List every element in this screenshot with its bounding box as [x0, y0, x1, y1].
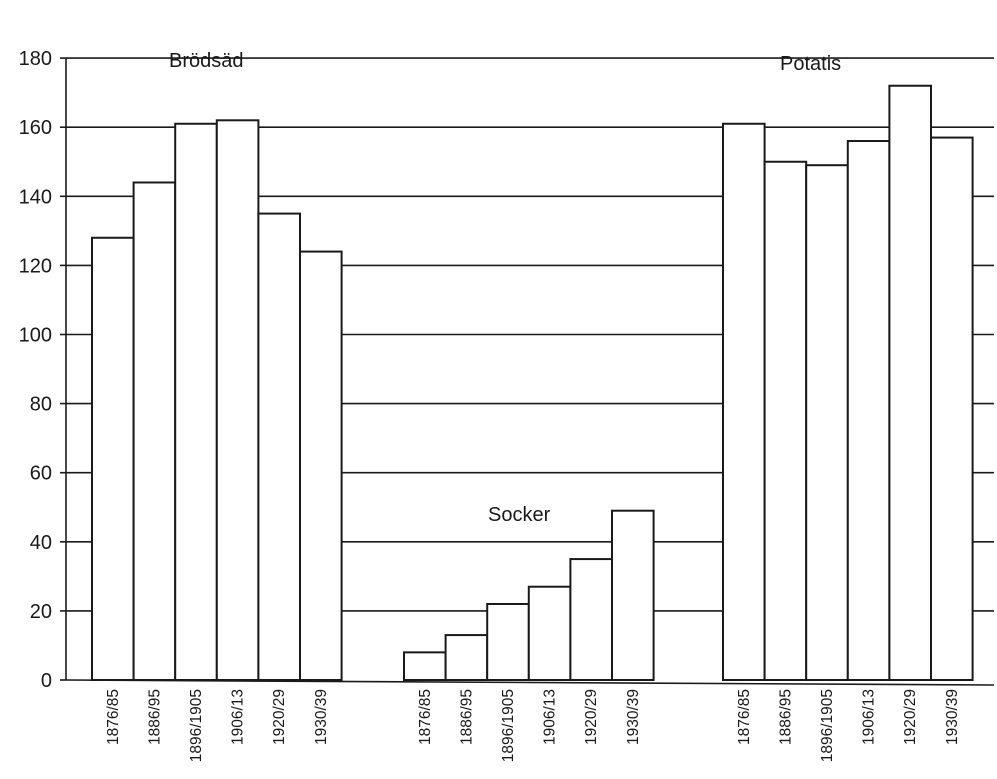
- y-tick-label-180: 180: [19, 48, 52, 70]
- category-label-1-5: 1930/39: [625, 689, 642, 745]
- bar-brdsd-0: [91, 236, 135, 681]
- bar-socker-3: [527, 585, 572, 682]
- bar-brdsd-3: [215, 119, 260, 682]
- bar-layer: [91, 84, 974, 682]
- category-label-1-1: 1886/95: [458, 689, 475, 745]
- bar-socker-5: [611, 509, 655, 681]
- x-axis: [65, 679, 995, 686]
- category-label-0-5: 1930/39: [313, 689, 330, 745]
- label-layer: 0 20 40 60 80 100 120 140 160 180 1876/85 1886/95 18…: [19, 48, 961, 762]
- bar-brdsd-4: [257, 212, 301, 681]
- bar-brdsd-2: [174, 122, 218, 682]
- category-label-0-3: 1906/13: [230, 689, 247, 745]
- category-label-2-0: 1876/85: [736, 689, 753, 745]
- bar-potatis-5: [930, 136, 974, 681]
- category-label-2-4: 1920/29: [902, 689, 919, 745]
- category-label-0-0: 1876/85: [105, 689, 122, 745]
- bar-socker-1: [444, 634, 489, 682]
- bar-socker-4: [569, 558, 614, 682]
- y-tick-label-60: 60: [30, 463, 52, 485]
- y-tick-label-20: 20: [30, 601, 52, 623]
- y-tick-label-40: 40: [30, 532, 52, 554]
- category-label-2-5: 1930/39: [944, 689, 961, 745]
- category-label-0-4: 1920/29: [271, 689, 288, 745]
- bar-potatis-2: [805, 164, 849, 681]
- y-tick-label-0: 0: [41, 670, 52, 692]
- bar-potatis-0: [722, 122, 766, 682]
- bar-brdsd-5: [299, 250, 343, 682]
- category-label-0-1: 1886/95: [146, 689, 163, 745]
- bar-potatis-4: [888, 84, 933, 682]
- group-label-2: Potatis: [780, 53, 841, 75]
- group-label-0: Brödsäd: [169, 50, 244, 72]
- category-label-1-0: 1876/85: [417, 689, 434, 745]
- category-label-2-1: 1886/95: [777, 689, 794, 745]
- group-label-1: Socker: [488, 504, 551, 526]
- bar-socker-0: [403, 651, 447, 681]
- category-label-2-3: 1906/13: [861, 689, 878, 745]
- bar-brdsd-1: [132, 181, 177, 681]
- y-tick-label-160: 160: [19, 117, 52, 139]
- bar-socker-2: [486, 602, 530, 681]
- category-label-2-2: 1896/1905: [819, 689, 836, 762]
- axis-layer: [60, 57, 995, 686]
- bar-potatis-1: [763, 160, 808, 681]
- category-label-0-2: 1896/1905: [188, 689, 205, 762]
- bar-potatis-3: [846, 140, 891, 681]
- y-tick-label-100: 100: [19, 325, 52, 347]
- category-label-1-4: 1920/29: [583, 689, 600, 745]
- y-tick-label-120: 120: [19, 255, 52, 277]
- y-tick-label-140: 140: [19, 186, 52, 208]
- y-tick-label-80: 80: [30, 394, 52, 416]
- category-label-1-2: 1896/1905: [500, 689, 517, 762]
- category-label-1-3: 1906/13: [542, 689, 559, 745]
